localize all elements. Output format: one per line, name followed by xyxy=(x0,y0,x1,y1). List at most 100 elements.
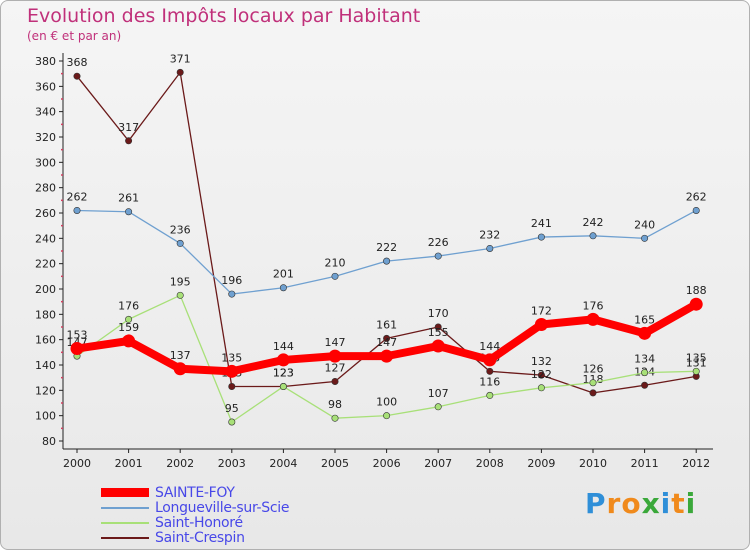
legend-item-longueville-sur-scie: Longueville-sur-Scie xyxy=(101,499,290,516)
x-tick-label: 2010 xyxy=(579,457,607,470)
data-point-sainte-foy xyxy=(276,353,290,367)
legend-label: SAINTE-FOY xyxy=(155,484,235,501)
x-tick-label: 2004 xyxy=(269,457,297,470)
data-label-sainte-foy: 147 xyxy=(325,336,346,349)
data-label-longueville-sur-scie: 240 xyxy=(634,218,655,231)
legend-label: Saint-Crespin xyxy=(155,529,245,546)
data-label-longueville-sur-scie: 226 xyxy=(428,236,449,249)
y-tick-label: 220 xyxy=(35,258,56,271)
data-label-longueville-sur-scie: 262 xyxy=(67,190,88,203)
data-point-longueville-sur-scie xyxy=(589,232,597,240)
data-point-longueville-sur-scie xyxy=(383,257,391,265)
x-tick-label: 2001 xyxy=(115,457,143,470)
data-point-longueville-sur-scie xyxy=(434,252,442,260)
data-point-saint-honor- xyxy=(692,367,700,375)
data-point-saint-crespin xyxy=(537,371,545,379)
data-label-sainte-foy: 188 xyxy=(686,284,707,297)
data-label-saint-crespin: 170 xyxy=(428,307,449,320)
y-tick-label: 280 xyxy=(35,182,56,195)
data-point-longueville-sur-scie xyxy=(486,244,494,252)
data-point-saint-crespin xyxy=(641,381,649,389)
legend-label: Saint-Honoré xyxy=(155,514,243,531)
logo-letter: r xyxy=(606,487,622,520)
logo-letter: o xyxy=(621,487,642,520)
data-point-saint-crespin xyxy=(331,377,339,385)
data-label-saint-crespin: 132 xyxy=(531,355,552,368)
logo-letter: t xyxy=(671,487,686,520)
chart-title: Evolution des Impôts locaux par Habitant xyxy=(27,5,421,27)
data-label-sainte-foy: 159 xyxy=(118,321,139,334)
y-tick-label: 320 xyxy=(35,131,56,144)
y-tick-label: 80 xyxy=(42,435,56,448)
logo-letter: i xyxy=(685,487,697,520)
legend-swatch xyxy=(101,488,149,497)
data-point-sainte-foy xyxy=(70,342,84,356)
logo-letter: P xyxy=(585,487,607,520)
data-label-saint-honor-: 126 xyxy=(583,363,604,376)
data-point-saint-honor- xyxy=(589,379,597,387)
data-point-longueville-sur-scie xyxy=(228,290,236,298)
data-label-sainte-foy: 144 xyxy=(273,340,294,353)
logo-letter: x xyxy=(641,487,661,520)
data-point-longueville-sur-scie xyxy=(641,234,649,242)
data-point-saint-crespin xyxy=(176,68,184,76)
data-point-sainte-foy xyxy=(328,349,342,363)
legend-label: Longueville-sur-Scie xyxy=(155,499,290,516)
data-point-sainte-foy xyxy=(483,353,497,367)
y-tick-label: 100 xyxy=(35,410,56,423)
data-label-longueville-sur-scie: 261 xyxy=(118,192,139,205)
data-label-longueville-sur-scie: 241 xyxy=(531,217,552,230)
y-tick-label: 240 xyxy=(35,232,56,245)
proxiti-logo: Proxiti xyxy=(585,487,696,520)
data-label-sainte-foy: 155 xyxy=(428,326,449,339)
data-label-saint-crespin: 368 xyxy=(67,56,88,69)
data-point-sainte-foy xyxy=(225,364,239,378)
x-tick-label: 2002 xyxy=(166,457,194,470)
data-point-saint-crespin xyxy=(434,323,442,331)
y-tick-label: 160 xyxy=(35,334,56,347)
data-label-saint-honor-: 100 xyxy=(376,396,397,409)
data-label-sainte-foy: 176 xyxy=(583,299,604,312)
x-tick-label: 2005 xyxy=(321,457,349,470)
data-point-saint-honor- xyxy=(125,315,133,323)
data-label-saint-crespin: 131 xyxy=(686,356,707,369)
x-tick-label: 2009 xyxy=(527,457,555,470)
legend-item-sainte-foy: SAINTE-FOY xyxy=(101,484,289,501)
data-label-longueville-sur-scie: 222 xyxy=(376,241,397,254)
data-point-longueville-sur-scie xyxy=(537,233,545,241)
data-label-longueville-sur-scie: 201 xyxy=(273,268,294,281)
data-point-longueville-sur-scie xyxy=(692,206,700,214)
data-label-longueville-sur-scie: 210 xyxy=(325,256,346,269)
data-point-sainte-foy xyxy=(689,297,703,311)
data-point-sainte-foy xyxy=(431,339,445,353)
data-point-saint-crespin xyxy=(228,383,236,391)
data-label-saint-honor-: 134 xyxy=(634,353,655,366)
logo-letter: i xyxy=(660,487,672,520)
data-label-longueville-sur-scie: 236 xyxy=(170,223,191,236)
data-label-sainte-foy: 144 xyxy=(479,340,500,353)
data-label-saint-honor-: 122 xyxy=(531,368,552,381)
data-point-saint-crespin xyxy=(589,389,597,397)
data-label-saint-honor-: 195 xyxy=(170,275,191,288)
x-tick-label: 2012 xyxy=(682,457,710,470)
y-tick-label: 200 xyxy=(35,283,56,296)
data-label-longueville-sur-scie: 196 xyxy=(221,274,242,287)
data-label-sainte-foy: 172 xyxy=(531,304,552,317)
data-point-longueville-sur-scie xyxy=(125,208,133,216)
x-tick-label: 2006 xyxy=(373,457,401,470)
data-label-saint-honor-: 95 xyxy=(225,402,239,415)
data-point-saint-honor- xyxy=(434,403,442,411)
data-point-longueville-sur-scie xyxy=(331,272,339,280)
data-label-saint-honor-: 123 xyxy=(273,367,294,380)
data-label-saint-crespin: 123 xyxy=(273,367,294,380)
data-point-saint-crespin xyxy=(73,72,81,80)
x-tick-label: 2007 xyxy=(424,457,452,470)
data-point-sainte-foy xyxy=(122,334,136,348)
data-label-saint-honor-: 107 xyxy=(428,387,449,400)
legend-swatch xyxy=(101,536,149,539)
legend-swatch xyxy=(101,506,149,509)
data-label-sainte-foy: 137 xyxy=(170,349,191,362)
y-tick-label: 140 xyxy=(35,359,56,372)
